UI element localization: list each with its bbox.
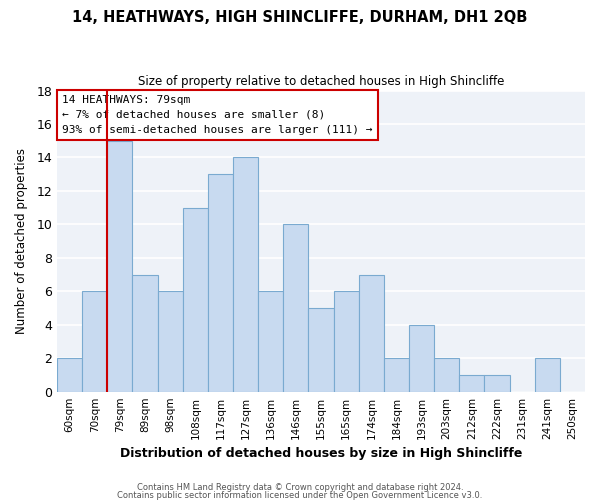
Bar	[258, 292, 283, 392]
Y-axis label: Number of detached properties: Number of detached properties	[15, 148, 28, 334]
Bar	[535, 358, 560, 392]
Text: Contains public sector information licensed under the Open Government Licence v3: Contains public sector information licen…	[118, 490, 482, 500]
Text: 14 HEATHWAYS: 79sqm
← 7% of detached houses are smaller (8)
93% of semi-detached: 14 HEATHWAYS: 79sqm ← 7% of detached hou…	[62, 95, 373, 134]
Bar	[384, 358, 409, 392]
Bar	[233, 158, 258, 392]
Bar	[484, 375, 509, 392]
Bar	[82, 292, 107, 392]
Bar	[158, 292, 183, 392]
Bar	[183, 208, 208, 392]
Bar	[334, 292, 359, 392]
Bar	[434, 358, 460, 392]
Bar	[409, 325, 434, 392]
Bar	[359, 274, 384, 392]
Title: Size of property relative to detached houses in High Shincliffe: Size of property relative to detached ho…	[138, 75, 504, 88]
Bar	[283, 224, 308, 392]
Bar	[308, 308, 334, 392]
Text: Contains HM Land Registry data © Crown copyright and database right 2024.: Contains HM Land Registry data © Crown c…	[137, 484, 463, 492]
Bar	[57, 358, 82, 392]
Text: 14, HEATHWAYS, HIGH SHINCLIFFE, DURHAM, DH1 2QB: 14, HEATHWAYS, HIGH SHINCLIFFE, DURHAM, …	[73, 10, 527, 25]
Bar	[133, 274, 158, 392]
X-axis label: Distribution of detached houses by size in High Shincliffe: Distribution of detached houses by size …	[120, 447, 522, 460]
Bar	[208, 174, 233, 392]
Bar	[460, 375, 484, 392]
Bar	[107, 140, 133, 392]
